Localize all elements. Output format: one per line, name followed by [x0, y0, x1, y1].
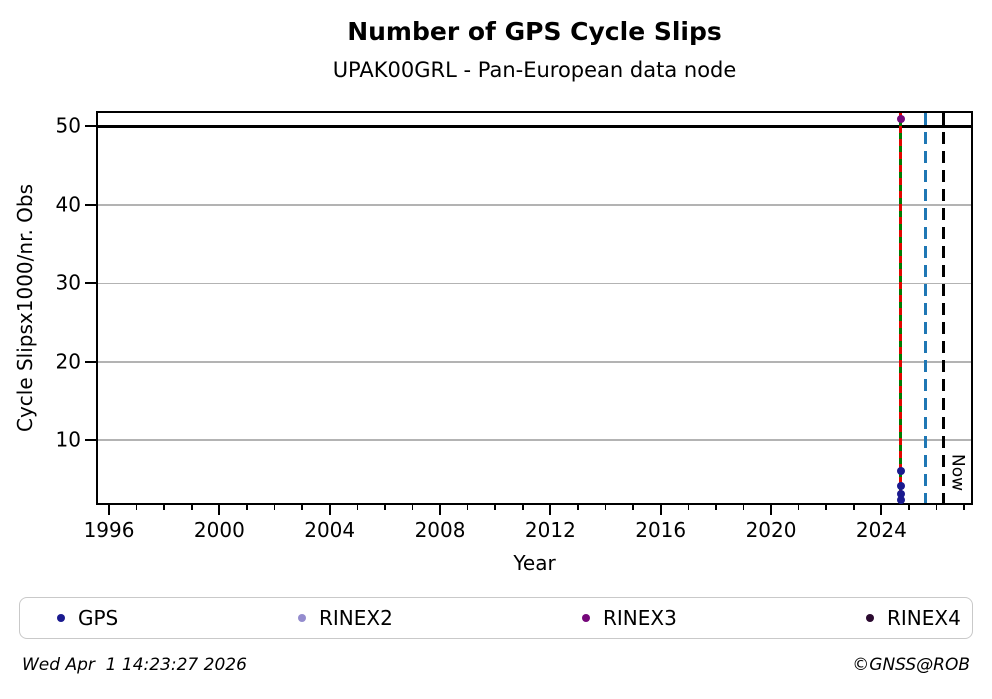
gps-marker-icon [57, 614, 65, 622]
vline-dashed-blue [923, 113, 927, 503]
chart-subtitle: UPAK00GRL - Pan-European data node [332, 58, 737, 82]
rinex3-marker-icon [582, 614, 590, 622]
legend-item-rinex2: RINEX2 [298, 606, 393, 630]
x-tick-label: 2000 [193, 518, 245, 542]
x-tick-label: 2012 [524, 518, 576, 542]
x-tick [880, 505, 883, 515]
x-minor-tick [687, 505, 690, 510]
plot-canvas: 10 20 30 40 50 1996 2000 2004 2008 2012 2016 2020 20… [56, 113, 971, 542]
vline-dashed-red [899, 113, 903, 503]
x-minor-tick [273, 505, 276, 510]
x-tick-label: 2004 [304, 518, 356, 542]
gridline [98, 361, 971, 363]
x-tick-label: 2016 [635, 518, 687, 542]
x-minor-tick [356, 505, 359, 510]
y-axis-label: Cycle Slipsx1000/nr. Obs [13, 183, 37, 433]
x-minor-tick [301, 505, 303, 510]
y-tick-label: 30 [55, 270, 81, 295]
x-minor-tick [797, 505, 800, 510]
y-tick-label: 10 [55, 427, 81, 452]
x-minor-tick [246, 505, 248, 510]
x-axis-label: Year [513, 551, 556, 575]
x-tick [439, 505, 442, 515]
y-tick-label: 20 [55, 349, 81, 374]
x-minor-tick [191, 505, 193, 510]
y-tick [85, 439, 96, 442]
x-minor-tick [163, 505, 165, 510]
rinex4-marker-icon [866, 614, 874, 622]
y-tick-label: 40 [55, 192, 81, 217]
gridline [98, 282, 971, 285]
x-minor-tick [522, 505, 524, 510]
legend-item-gps: GPS [57, 606, 118, 630]
data-point-rinex3 [896, 115, 905, 124]
x-tick [770, 505, 773, 515]
x-minor-tick [908, 505, 910, 510]
x-minor-tick [604, 505, 607, 510]
x-minor-tick [715, 505, 717, 510]
x-minor-tick [935, 505, 938, 510]
x-minor-tick [466, 505, 469, 510]
x-minor-tick [632, 505, 634, 510]
x-tick [659, 505, 662, 515]
legend-item-rinex4: RINEX4 [866, 606, 961, 630]
y-tick [85, 282, 96, 285]
x-tick-label: 1996 [83, 518, 135, 542]
x-minor-tick [825, 505, 827, 510]
plot-area: 10 20 30 40 50 1996 2000 2004 2008 2012 2016 2020 20… [56, 111, 973, 542]
x-minor-tick [742, 505, 745, 510]
data-point-gps [896, 466, 905, 475]
legend-label-rinex3: RINEX3 [603, 606, 677, 630]
now-label: Now [947, 453, 968, 491]
x-minor-tick [853, 505, 855, 510]
x-minor-tick [494, 505, 496, 510]
legend-item-rinex3: RINEX3 [582, 606, 677, 630]
x-tick-label: 2024 [855, 518, 907, 542]
data-point-gps [896, 481, 905, 490]
y-tick-label: 50 [55, 113, 81, 138]
legend-label-gps: GPS [78, 606, 119, 630]
x-tick-label: 2020 [745, 518, 797, 542]
y-tick [85, 360, 96, 363]
plot-timestamp: Wed Apr 1 14:23:27 2026 [22, 655, 247, 675]
data-point-gps [896, 490, 905, 499]
x-minor-tick [411, 505, 414, 510]
y-tick [85, 125, 96, 128]
gridline [98, 439, 971, 441]
legend-label-rinex2: RINEX2 [319, 606, 393, 630]
legend-label-rinex4: RINEX4 [887, 606, 961, 630]
attribution: ©GNSS@ROB [852, 655, 970, 675]
gridline [98, 204, 971, 206]
vline-dashed-black-now [941, 113, 945, 503]
x-tick [328, 505, 331, 515]
x-minor-tick [577, 505, 579, 510]
x-tick [549, 505, 552, 515]
rinex2-marker-icon [298, 614, 306, 622]
chart-title: Number of GPS Cycle Slips [347, 17, 722, 46]
x-tick [218, 505, 221, 515]
x-minor-tick [135, 505, 138, 510]
x-minor-tick [963, 505, 965, 510]
x-tick [108, 505, 111, 515]
y-tick [85, 203, 96, 206]
threshold-line [98, 125, 971, 128]
x-tick-label: 2008 [414, 518, 466, 542]
legend: GPS RINEX2 RINEX3 RINEX4 [19, 597, 973, 639]
data-point-gps [896, 495, 905, 504]
x-minor-tick [384, 505, 386, 510]
